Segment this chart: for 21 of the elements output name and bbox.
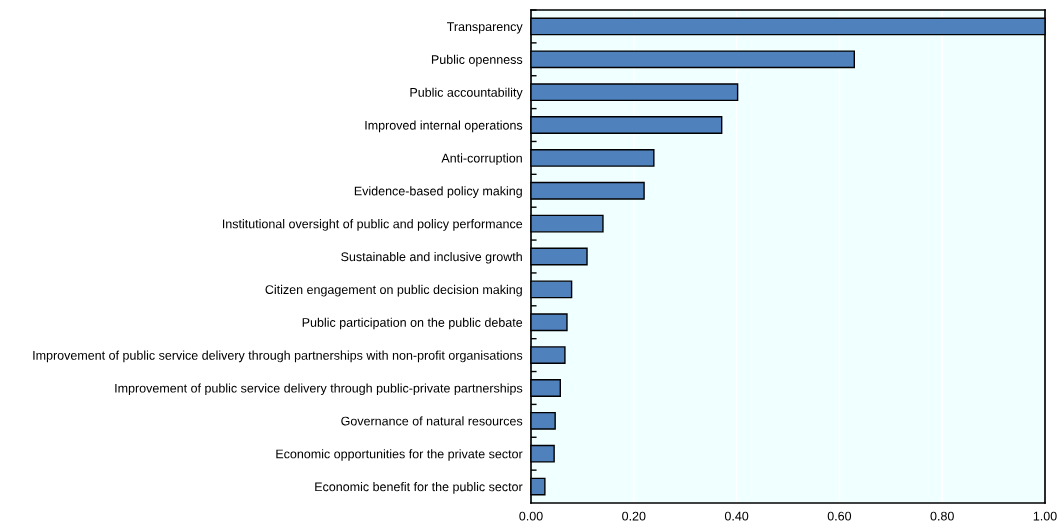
y-tick-label: Improvement of public service delivery through public-private partnerships xyxy=(115,383,523,396)
x-tick-label: 0.60 xyxy=(827,511,852,521)
y-tick-label: Improved internal operations xyxy=(365,120,523,133)
y-tick-label: Transparency xyxy=(447,22,523,34)
y-tick-label: Public accountability xyxy=(410,87,523,100)
x-tick-label: 1.00 xyxy=(1033,511,1057,521)
x-tick-label: 0.00 xyxy=(519,511,543,521)
y-tick-label: Improvement of public service delivery through partnerships with non-profit organisations xyxy=(33,350,523,363)
x-tick-label: 0.20 xyxy=(622,511,646,521)
y-tick-label: Public participation on the public debate xyxy=(302,317,523,330)
y-tick-label: Economic benefit for the public sector xyxy=(315,482,523,494)
y-tick-label: Economic opportunities for the private sector xyxy=(276,449,523,461)
x-tick-label: 0.40 xyxy=(724,511,749,521)
y-tick-label: Anti-corruption xyxy=(441,153,522,166)
y-tick-label: Citizen engagement on public decision making xyxy=(265,284,522,297)
x-tick-label: 0.80 xyxy=(930,511,954,521)
y-tick-label: Evidence-based policy making xyxy=(354,186,522,198)
y-tick-label: Institutional oversight of public and policy performance xyxy=(222,219,523,231)
y-tick-label: Governance of natural resources xyxy=(341,416,523,426)
y-tick-label: Sustainable and inclusive growth xyxy=(341,251,522,264)
y-tick-label: Public openness xyxy=(431,54,523,67)
